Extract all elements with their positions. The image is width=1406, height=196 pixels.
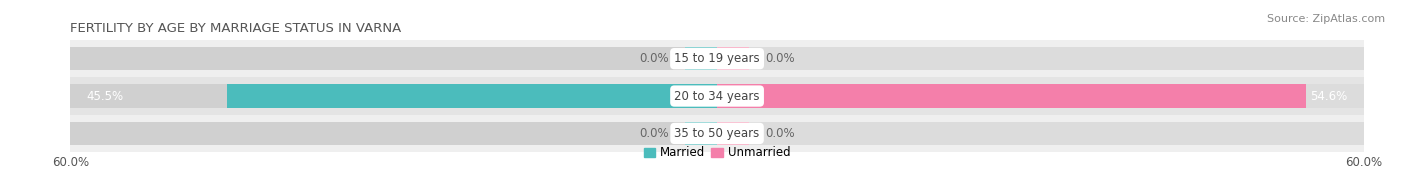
Bar xyxy=(70,47,717,70)
Text: Source: ZipAtlas.com: Source: ZipAtlas.com xyxy=(1267,14,1385,24)
Bar xyxy=(717,47,749,70)
Bar xyxy=(717,122,1364,145)
Bar xyxy=(685,122,717,145)
Text: 0.0%: 0.0% xyxy=(765,127,796,140)
Bar xyxy=(685,47,717,70)
Bar xyxy=(70,40,1364,77)
Text: 0.0%: 0.0% xyxy=(638,52,668,65)
Bar xyxy=(717,84,1306,108)
Bar xyxy=(70,115,1364,152)
Text: 20 to 34 years: 20 to 34 years xyxy=(675,90,759,103)
Text: 54.6%: 54.6% xyxy=(1310,90,1347,103)
Text: 45.5%: 45.5% xyxy=(86,90,124,103)
Text: 35 to 50 years: 35 to 50 years xyxy=(675,127,759,140)
Text: 0.0%: 0.0% xyxy=(638,127,668,140)
Bar xyxy=(717,122,749,145)
Bar xyxy=(70,77,1364,115)
Bar xyxy=(717,84,1364,108)
Bar xyxy=(717,47,1364,70)
Bar xyxy=(70,122,717,145)
Text: FERTILITY BY AGE BY MARRIAGE STATUS IN VARNA: FERTILITY BY AGE BY MARRIAGE STATUS IN V… xyxy=(70,22,402,35)
Bar xyxy=(70,84,717,108)
Bar xyxy=(226,84,717,108)
Legend: Married, Unmarried: Married, Unmarried xyxy=(638,142,796,164)
Text: 0.0%: 0.0% xyxy=(765,52,796,65)
Text: 15 to 19 years: 15 to 19 years xyxy=(675,52,759,65)
